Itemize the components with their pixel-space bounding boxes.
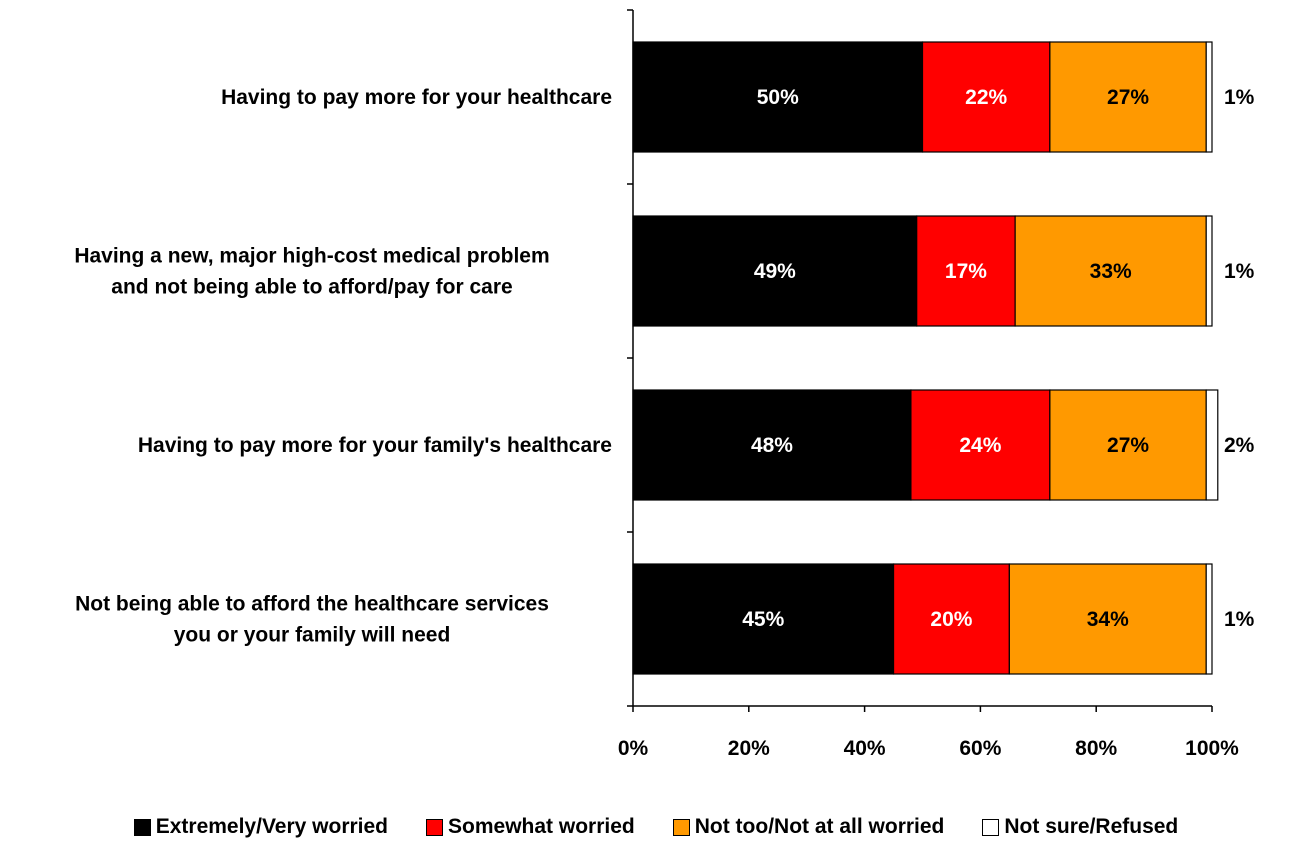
- legend-label-not-too-worried: Not too/Not at all worried: [694, 815, 945, 838]
- bar-segment: [1049, 389, 1207, 501]
- data-label: 27%: [1107, 86, 1149, 109]
- data-label: 1%: [1224, 260, 1255, 283]
- category-label: and not being able to afford/pay for car…: [111, 276, 512, 299]
- bar-segment: [632, 389, 912, 501]
- category-label: Having a new, major high-cost medical pr…: [74, 245, 549, 268]
- data-label: 2%: [1224, 434, 1255, 457]
- legend-swatch-not-sure-refused: [982, 818, 1000, 836]
- bar-segment: [1205, 215, 1213, 327]
- bar-segment: [1008, 563, 1207, 675]
- x-tick-label: 80%: [1075, 737, 1117, 760]
- bar-segment: [1049, 41, 1207, 153]
- bar-segment: [632, 215, 918, 327]
- bar-segment: [632, 41, 924, 153]
- data-label: 48%: [751, 434, 793, 457]
- data-label: 49%: [754, 260, 796, 283]
- data-label: 24%: [959, 434, 1001, 457]
- data-label: 1%: [1224, 86, 1255, 109]
- bar-segment: [1205, 41, 1213, 153]
- category-label: Having to pay more for your healthcare: [221, 86, 612, 109]
- bar-segment: [632, 563, 895, 675]
- legend-swatch-extremely-very-worried: [133, 818, 151, 836]
- x-tick-label: 20%: [728, 737, 770, 760]
- data-label: 33%: [1090, 260, 1132, 283]
- data-label: 22%: [965, 86, 1007, 109]
- bar-segment: [921, 41, 1051, 153]
- legend-label-extremely-very-worried: Extremely/Very worried: [155, 815, 389, 838]
- legend-item-somewhat-worried: Somewhat worried: [426, 815, 635, 839]
- data-label: 45%: [742, 608, 784, 631]
- stacked-bar-chart: 50% 22% 27% 1% Having to pay more for your h…: [74, 9, 1255, 760]
- data-label: 20%: [930, 608, 972, 631]
- bar-segment: [916, 215, 1016, 327]
- bar-segment: [910, 389, 1051, 501]
- legend-item-not-sure-refused: Not sure/Refused: [982, 815, 1178, 839]
- legend-swatch-somewhat-worried: [426, 818, 444, 836]
- data-label: 34%: [1087, 608, 1129, 631]
- legend-label-not-sure-refused: Not sure/Refused: [1004, 815, 1179, 838]
- legend-label-somewhat-worried: Somewhat worried: [448, 815, 635, 838]
- category-label: Not being able to afford the healthcare …: [75, 593, 549, 616]
- data-label: 1%: [1224, 608, 1255, 631]
- x-tick-label: 40%: [844, 737, 886, 760]
- legend-item-not-too-worried: Not too/Not at all worried: [672, 815, 945, 839]
- legend: Extremely/Very worried Somewhat worried …: [0, 815, 1312, 839]
- data-label: 50%: [757, 86, 799, 109]
- data-label: 17%: [945, 260, 987, 283]
- bar-segment: [1205, 389, 1219, 501]
- data-label: 27%: [1107, 434, 1149, 457]
- bar-segment: [1014, 215, 1207, 327]
- legend-swatch-not-too-worried: [672, 818, 690, 836]
- bar-segment: [1205, 563, 1213, 675]
- legend-item-extremely-very-worried: Extremely/Very worried: [133, 815, 389, 839]
- x-tick-label: 0%: [618, 737, 649, 760]
- x-tick-label: 60%: [959, 737, 1001, 760]
- category-label: Having to pay more for your family's hea…: [138, 434, 612, 457]
- category-label: you or your family will need: [174, 624, 451, 647]
- x-tick-label: 100%: [1185, 737, 1239, 760]
